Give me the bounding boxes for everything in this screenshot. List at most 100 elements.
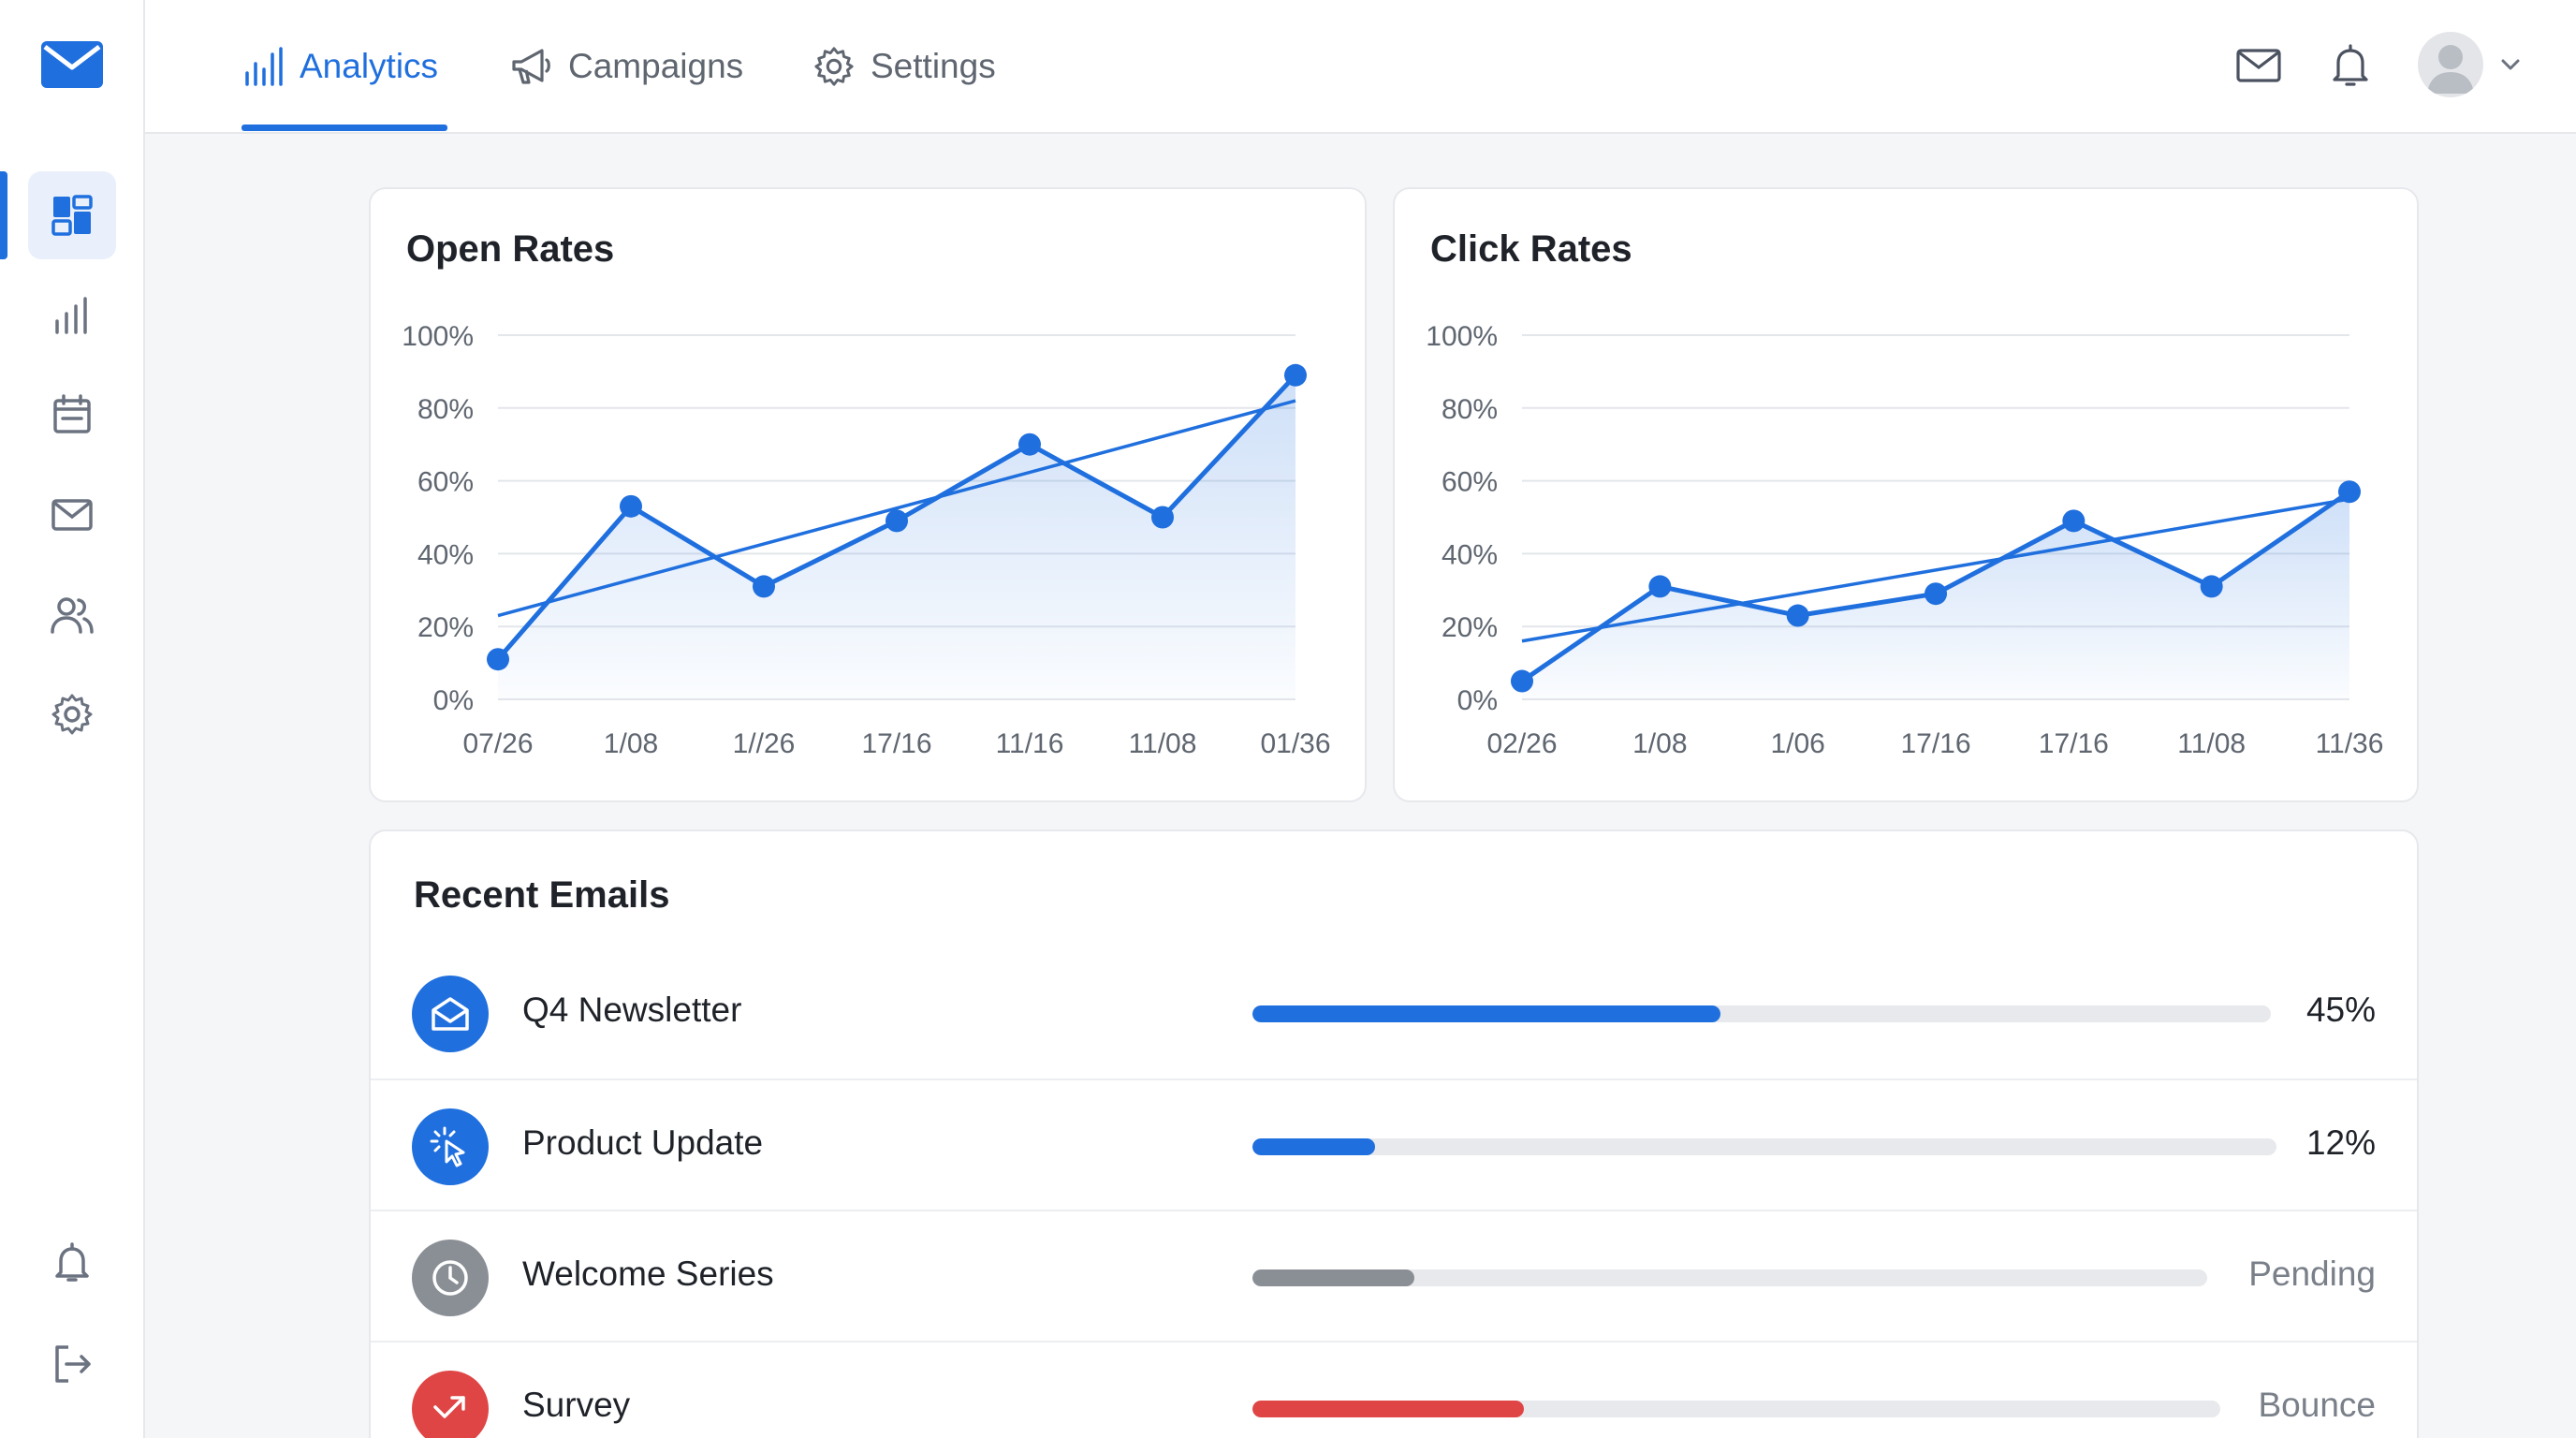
email-status: Bounce <box>2258 1386 2377 1424</box>
y-tick-label: 0% <box>1457 685 1498 716</box>
data-point <box>886 509 908 533</box>
x-tick-label: 17/16 <box>2039 728 2109 759</box>
sidebar-active-indicator <box>0 171 7 259</box>
series-area <box>498 374 1295 699</box>
data-point <box>1925 582 1947 606</box>
chart-title: Click Rates <box>1430 228 1632 270</box>
y-tick-label: 100% <box>402 321 474 352</box>
email-name: Q4 Newsletter <box>522 990 742 1029</box>
tab-settings[interactable]: Settings <box>812 0 996 132</box>
sidebar-item-users[interactable] <box>28 571 116 659</box>
data-point <box>1018 433 1041 456</box>
sidebar-item-mail[interactable] <box>28 471 116 559</box>
data-point <box>620 494 642 518</box>
x-tick-label: 11/08 <box>2177 728 2246 759</box>
data-point <box>753 575 775 598</box>
x-tick-label: 17/16 <box>861 728 931 759</box>
x-tick-label: 1/08 <box>604 728 658 759</box>
data-point <box>1151 506 1174 529</box>
sidebar-item-settings[interactable] <box>28 670 116 758</box>
gear-icon <box>814 46 854 86</box>
open-envelope-icon <box>412 976 489 1052</box>
y-tick-label: 60% <box>1442 467 1498 498</box>
tab-analytics[interactable]: Analytics <box>242 0 438 132</box>
email-row[interactable]: Product Update 12% <box>371 1078 2417 1210</box>
recent-emails-card: Recent Emails Q4 Newsletter 45% Product … <box>369 829 2419 1438</box>
click-rates-chart: 100% 80% 60% 40% 20% 0% 02/26 1/08 1/06 17/16 17/1… <box>1426 321 2384 759</box>
email-name: Survey <box>522 1386 631 1424</box>
data-point <box>1648 575 1672 598</box>
progress-bar <box>1252 1138 2276 1155</box>
progress-fill <box>1252 1138 1376 1155</box>
avatar[interactable] <box>2418 32 2483 97</box>
open-rates-chart: 100% 80% 60% 40% 20% 0% 07/26 1/08 1//26 17/16 11/… <box>402 321 1330 759</box>
y-tick-label: 20% <box>417 612 474 643</box>
data-point <box>2062 509 2086 533</box>
mail-icon <box>2236 49 2281 82</box>
sidebar-item-logout[interactable] <box>28 1320 116 1408</box>
sidebar-item-analytics[interactable] <box>28 271 116 360</box>
chart-title: Open Rates <box>406 228 615 270</box>
email-name: Product Update <box>522 1123 764 1162</box>
inbox-button[interactable] <box>2232 39 2285 92</box>
top-bar: Analytics Campaigns Settings <box>145 0 2576 134</box>
progress-bar <box>1252 1401 2220 1417</box>
click-rates-card: Click Rates 100% 80% 60% 40% 20% 0% 02/26 1/08 1… <box>1393 187 2419 802</box>
sidebar-item-calendar[interactable] <box>28 371 116 459</box>
data-point <box>487 648 509 671</box>
gear-icon <box>51 694 93 735</box>
trend-line <box>497 399 1296 618</box>
data-point <box>2338 480 2361 504</box>
email-rate: 12% <box>2305 1123 2376 1162</box>
y-tick-label: 20% <box>1442 612 1498 643</box>
progress-fill <box>1252 1269 1415 1286</box>
bar-chart-icon <box>245 46 283 86</box>
email-rate: 45% <box>2305 990 2376 1029</box>
y-tick-label: 40% <box>417 539 474 570</box>
open-rates-card: Open Rates 100% 80% 60% 40% 20% 0% 07/26 1/08 1/… <box>369 187 1367 802</box>
users-icon <box>51 597 94 634</box>
tab-label: Analytics <box>300 46 439 85</box>
email-row[interactable]: Survey Bounce <box>371 1341 2417 1438</box>
tab-label: Campaigns <box>568 46 744 85</box>
tab-label: Settings <box>871 46 996 85</box>
logout-icon <box>55 1345 91 1383</box>
bar-chart-icon <box>55 297 87 334</box>
data-point <box>1511 669 1533 693</box>
x-tick-label: 1//26 <box>733 728 796 759</box>
data-point <box>1284 363 1307 387</box>
user-avatar-icon <box>2427 45 2474 94</box>
progress-fill <box>1252 1005 1721 1022</box>
mail-logo-icon[interactable] <box>39 39 105 90</box>
x-tick-label: 17/16 <box>1900 728 1970 759</box>
cursor-click-icon <box>412 1108 489 1185</box>
mail-icon <box>51 499 93 531</box>
y-tick-label: 60% <box>417 467 474 498</box>
trend-line <box>1521 497 2350 643</box>
sidebar-item-dashboard[interactable] <box>28 171 116 259</box>
email-row[interactable]: Welcome Series Pending <box>371 1210 2417 1341</box>
chevron-down-icon[interactable] <box>2496 51 2525 79</box>
data-point <box>1786 604 1809 627</box>
x-tick-label: 11/36 <box>2316 728 2384 759</box>
bell-icon <box>2333 44 2368 86</box>
x-tick-label: 11/16 <box>996 728 1064 759</box>
calendar-icon <box>53 394 91 433</box>
progress-fill <box>1252 1401 1524 1417</box>
section-title: Recent Emails <box>414 874 670 916</box>
dashboard-icon <box>51 195 93 236</box>
email-status: Pending <box>2248 1255 2376 1293</box>
active-tab-indicator <box>242 125 447 131</box>
megaphone-icon <box>512 48 550 84</box>
y-tick-label: 40% <box>1442 539 1498 570</box>
email-row[interactable]: Q4 Newsletter 45% <box>371 947 2417 1078</box>
clock-icon <box>412 1240 489 1316</box>
sidebar <box>0 0 145 1438</box>
bounce-arrow-icon <box>412 1371 489 1438</box>
x-tick-label: 11/08 <box>1129 728 1197 759</box>
tab-campaigns[interactable]: Campaigns <box>510 0 743 132</box>
sidebar-item-notifications[interactable] <box>28 1219 116 1307</box>
bell-icon <box>55 1242 89 1282</box>
progress-bar <box>1252 1005 2271 1022</box>
notifications-button[interactable] <box>2324 39 2377 92</box>
